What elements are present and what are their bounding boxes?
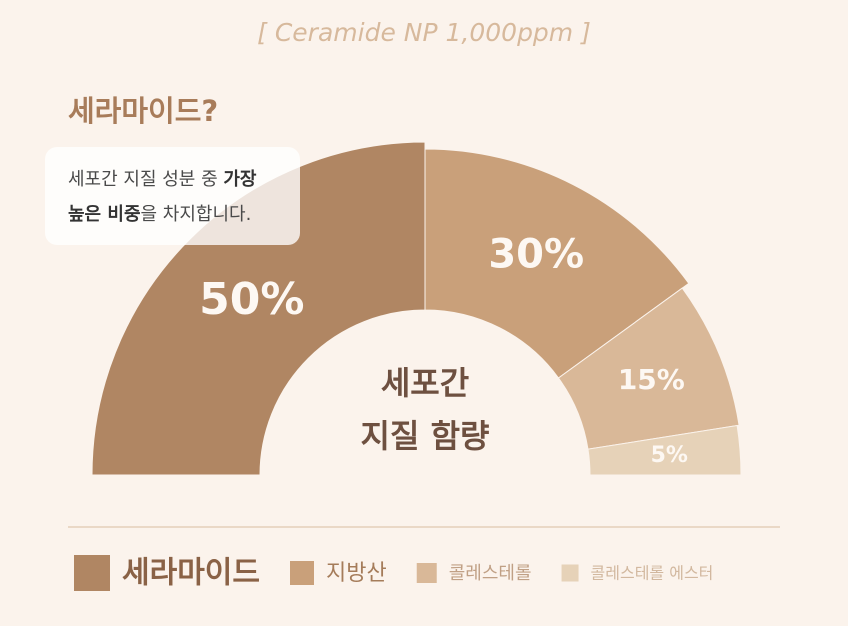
center-label: 세포간 [381, 364, 469, 402]
legend-swatch [561, 564, 579, 582]
slice [424, 148, 690, 379]
legend: 세라마이드 지방산 콜레스테롤 콜레스테롤 에스터 [74, 555, 713, 591]
tooltip-line: 세포간 지질 성분 중 가장 [68, 169, 257, 190]
legend-label: 지방산 [326, 561, 387, 586]
tooltip-line: 높은 비중을 차지합니다. [68, 204, 251, 225]
tooltip-text: 높은 비중 [68, 204, 141, 225]
legend-swatch [290, 561, 314, 585]
tooltip-text: 가장 [223, 169, 257, 190]
value-label: 50% [199, 274, 304, 325]
slice [557, 287, 740, 450]
slice [587, 424, 742, 476]
legend-label: 콜레스테롤 에스터 [591, 564, 714, 583]
legend-label: 세라마이드 [122, 556, 260, 591]
value-label: 5% [651, 443, 688, 468]
value-label: 15% [618, 363, 685, 396]
chart-subtitle: 세라마이드? [68, 94, 218, 128]
tooltip-box [45, 147, 300, 245]
chart-title: [ Ceramide NP 1,000ppm ] [257, 18, 591, 47]
legend-swatch [74, 555, 110, 591]
legend-swatch [416, 563, 437, 583]
tooltip-text: 세포간 지질 성분 중 [68, 169, 223, 190]
legend-label: 콜레스테롤 [449, 563, 532, 584]
value-label: 30% [488, 232, 584, 278]
tooltip-text: 을 차지합니다. [141, 204, 252, 225]
center-label: 지질 함량 [361, 417, 490, 455]
slice [91, 141, 426, 476]
